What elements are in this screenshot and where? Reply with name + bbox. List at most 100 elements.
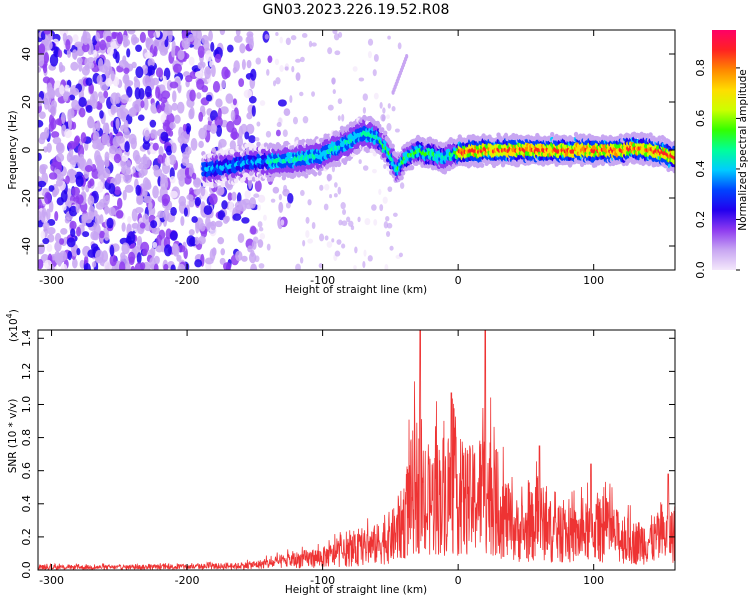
spectrogram-noise-cell xyxy=(168,130,174,137)
spectrogram-noise-cell xyxy=(267,55,273,64)
spectrogram-noise-cell xyxy=(209,123,218,134)
spectrogram-noise-cell xyxy=(87,195,95,206)
spectrogram-noise-cell xyxy=(59,84,65,95)
spectrogram-noise-cell xyxy=(43,52,50,64)
spectrogram-noise-cell xyxy=(379,204,384,212)
spectrogram-noise-cell xyxy=(126,48,131,58)
spectrogram-noise-cell xyxy=(235,30,241,36)
spectrogram-noise-cell xyxy=(290,35,297,41)
spectrogram-noise-cell xyxy=(42,237,50,245)
spectrogram-noise-cell xyxy=(337,186,342,195)
spectrogram-noise-cell xyxy=(78,107,86,118)
spectrogram-noise-cell xyxy=(278,193,283,201)
spectrogram-noise-cell xyxy=(71,87,80,96)
spectrogram-noise-cell xyxy=(123,67,130,74)
spectrogram-noise-cell xyxy=(208,193,218,205)
spectrogram-noise-cell xyxy=(326,173,333,182)
spectrogram-noise-cell xyxy=(346,216,351,223)
spectrogram-noise-cell xyxy=(87,249,97,258)
spectrogram-noise-cell xyxy=(217,237,225,245)
spectrogram-noise-cell xyxy=(198,235,206,245)
y-tick-label: 1.0 xyxy=(20,396,33,414)
spectrogram-noise-cell xyxy=(38,66,41,73)
spectrogram-noise-cell xyxy=(163,208,170,222)
spectrogram-noise-cell xyxy=(221,200,228,210)
spectrogram-noise-cell xyxy=(98,230,105,239)
spectrogram-noise-cell xyxy=(38,258,44,270)
spectrogram-noise-cell xyxy=(69,157,78,165)
spectrogram-noise-cell xyxy=(98,58,104,71)
spectrogram-noise-cell xyxy=(80,132,87,144)
spectrogram-noise-cell xyxy=(391,106,396,112)
spectrogram-noise-cell xyxy=(145,182,152,190)
spectrogram-noise-cell xyxy=(142,75,151,88)
spectrogram-noise-cell xyxy=(92,130,100,144)
spectrogram-noise-cell xyxy=(362,165,369,171)
spectrogram-noise-cell xyxy=(121,166,131,176)
spectrogram-ridge-cell xyxy=(233,178,239,184)
spectrogram-noise-cell xyxy=(178,175,185,187)
spectrogram-noise-cell xyxy=(275,32,279,37)
spectrogram-noise-cell xyxy=(329,193,333,199)
spectrogram-noise-cell xyxy=(71,99,80,110)
spectrogram-noise-cell xyxy=(68,205,78,217)
spectrogram-noise-cell xyxy=(142,156,151,169)
spectrogram-noise-cell xyxy=(362,106,367,114)
spectrogram-noise-cell xyxy=(60,228,68,235)
spectrogram-noise-cell xyxy=(96,120,101,132)
y-tick-label: 1.2 xyxy=(20,363,33,381)
spectrogram-noise-cell xyxy=(246,59,252,69)
spectrogram-noise-cell xyxy=(144,51,153,59)
spectrogram-noise-cell xyxy=(364,217,371,226)
spectrogram-noise-cell xyxy=(277,99,287,107)
colorbar-ticks: 0.0 0.2 0.4 0.6 0.8 xyxy=(694,59,740,279)
spectrogram-noise-cell xyxy=(383,221,389,229)
spectrogram-noise-cell xyxy=(170,264,176,270)
spectrogram-noise-cell xyxy=(164,156,171,167)
spectrogram-noise-cell xyxy=(69,220,77,230)
spectrogram-noise-cell xyxy=(52,189,58,198)
spectrogram-noise-cell xyxy=(87,56,95,64)
spectrogram-noise-cell xyxy=(67,250,73,261)
spectrogram-noise-cell xyxy=(78,60,83,72)
spectrogram-noise-cell xyxy=(323,203,329,211)
spectrogram-noise-cell xyxy=(372,168,377,174)
spectrogram-noise-cell xyxy=(46,227,56,235)
spectrogram-noise-cell xyxy=(178,195,187,207)
spectrogram-noise-cell xyxy=(126,86,133,98)
spectrogram-noise-cell xyxy=(357,216,361,223)
spectrogram-noise-cell xyxy=(332,89,336,95)
spectrogram-noise-cell xyxy=(214,53,222,64)
spectrogram-noise-cell xyxy=(386,123,392,132)
spectrogram-ridge-cell xyxy=(383,130,388,136)
spectrogram-noise-cell xyxy=(226,44,234,53)
spectrogram-noise-cell xyxy=(196,92,202,100)
snr-multiplier: (x104) xyxy=(5,309,20,342)
y-tick-label: -40 xyxy=(20,237,33,255)
spectrogram-noise-cell xyxy=(193,188,201,196)
spectrogram-noise-cell xyxy=(108,132,114,145)
spectrogram-noise-cell xyxy=(279,65,284,73)
spectrogram-noise-cell xyxy=(110,105,119,113)
spectrogram-noise-cell xyxy=(39,165,47,175)
spectrogram-noise-cell xyxy=(341,243,346,249)
spectrogram-noise-cell xyxy=(172,90,177,103)
spectrogram-noise-cell xyxy=(164,104,173,116)
spectrogram-artifact-cell xyxy=(405,54,409,59)
spectrogram-noise-cell xyxy=(121,242,130,255)
spectrogram-noise-cell xyxy=(362,93,368,101)
spectrogram-ridge-cell xyxy=(377,123,382,129)
spectrogram-noise-cell xyxy=(93,223,101,236)
spectrogram-ridge-cell xyxy=(254,176,260,182)
spectrogram-noise-cell xyxy=(214,116,223,128)
spectrogram-ridge-cell xyxy=(390,143,395,149)
spectrogram-ridge-cell xyxy=(618,133,623,139)
spectrogram-noise-cell xyxy=(196,78,205,90)
spectrogram-noise-cell xyxy=(205,50,213,62)
spectrogram-noise-cell xyxy=(113,153,122,164)
spectrogram-noise-cell xyxy=(123,119,129,133)
spectrogram-noise-cell xyxy=(299,256,304,264)
spectrogram-noise-cell xyxy=(109,254,117,267)
spectrogram-noise-cell xyxy=(305,230,310,238)
